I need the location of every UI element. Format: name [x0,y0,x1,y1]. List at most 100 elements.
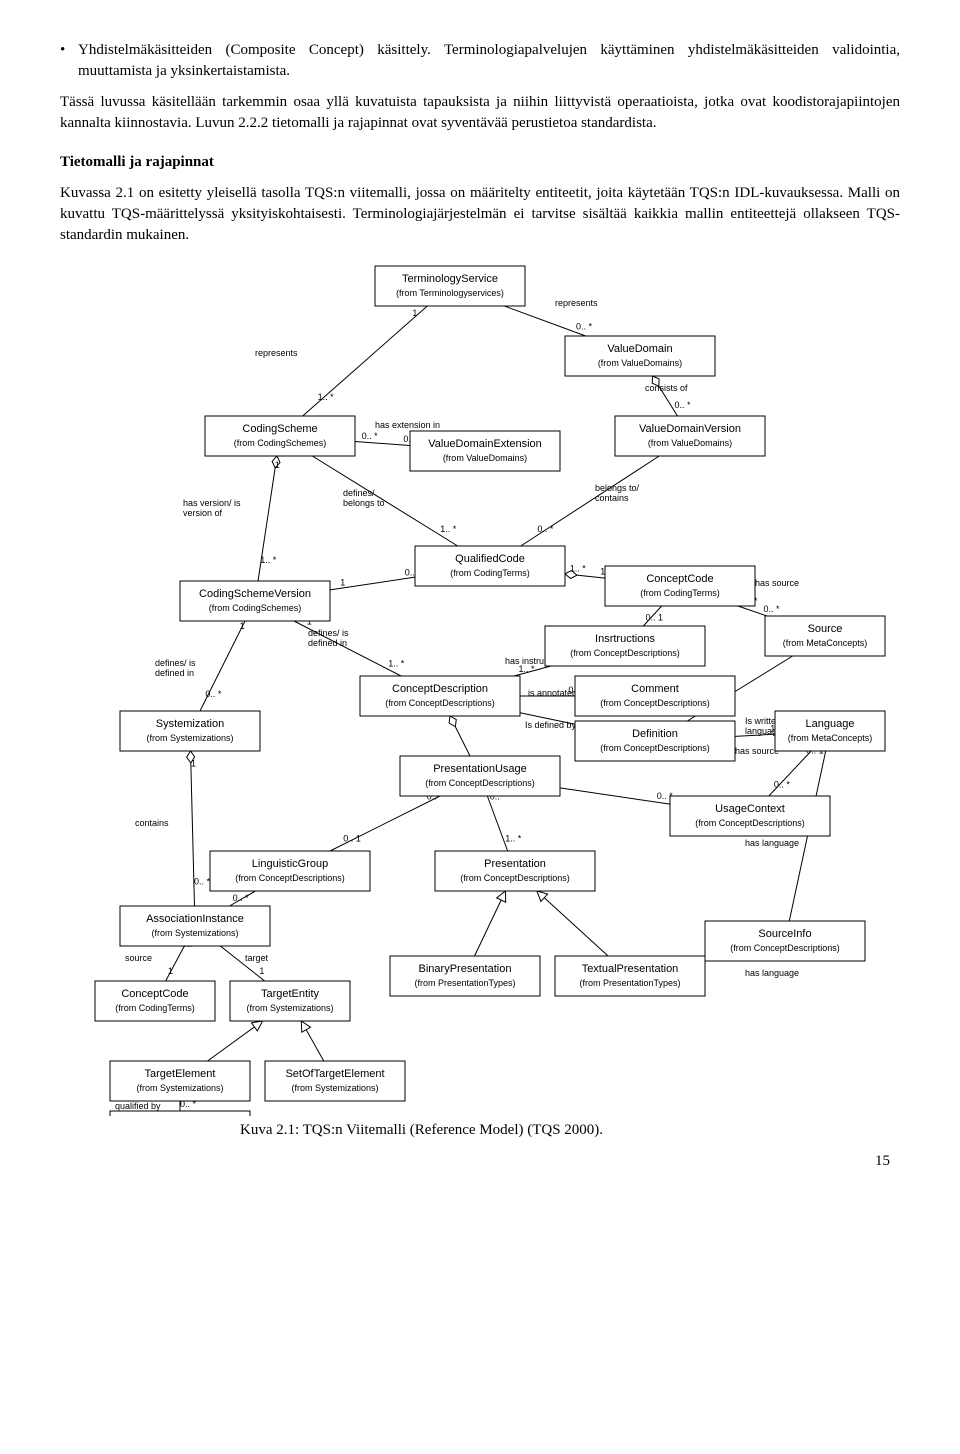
svg-text:qualified by: qualified by [115,1101,161,1111]
svg-text:QualifiedCode: QualifiedCode [455,553,525,565]
svg-text:1.. *: 1.. * [570,563,587,573]
svg-text:0.. *: 0.. * [362,431,379,441]
svg-text:defined in: defined in [155,668,194,678]
svg-text:(from PresentationTypes): (from PresentationTypes) [414,978,515,988]
svg-text:(from Terminologyservices): (from Terminologyservices) [396,288,504,298]
svg-text:Language: Language [806,718,855,730]
svg-text:has language: has language [745,838,799,848]
svg-text:(from PresentationTypes): (from PresentationTypes) [579,978,680,988]
svg-text:(from ValueDomains): (from ValueDomains) [598,358,682,368]
svg-text:PresentationUsage: PresentationUsage [433,763,527,775]
svg-text:belongs to: belongs to [343,498,385,508]
svg-text:defined in: defined in [308,638,347,648]
svg-text:TargetEntity: TargetEntity [261,988,320,1000]
svg-text:UsageContext: UsageContext [715,803,785,815]
svg-text:(from ConceptDescriptions): (from ConceptDescriptions) [600,743,710,753]
svg-text:0.. *: 0.. * [233,893,250,903]
svg-text:(from ConceptDescriptions): (from ConceptDescriptions) [460,873,570,883]
diagram-container: represents 1 1.. * represents 1 0.. * consists… [60,256,900,1116]
svg-text:1: 1 [259,966,264,976]
svg-text:defines/ is: defines/ is [308,628,349,638]
svg-text:has source: has source [735,746,779,756]
svg-text:0.. *: 0.. * [774,780,791,790]
uml-diagram: represents 1 1.. * represents 1 0.. * consists… [65,256,895,1116]
page-number: 15 [60,1151,900,1172]
svg-text:ValueDomainExtension: ValueDomainExtension [428,438,542,450]
paragraph-2: Kuvassa 2.1 on esitetty yleisellä tasoll… [60,183,900,246]
svg-text:consists of: consists of [645,383,688,393]
svg-text:has source: has source [755,578,799,588]
svg-text:1: 1 [191,759,196,769]
svg-text:(from Systemizations): (from Systemizations) [151,928,238,938]
svg-text:(from ConceptDescriptions): (from ConceptDescriptions) [385,698,495,708]
svg-text:0.. *: 0.. * [194,876,211,886]
svg-text:Source: Source [808,623,843,635]
svg-text:represents: represents [255,348,298,358]
svg-text:CodingSchemeVersion: CodingSchemeVersion [199,588,311,600]
svg-text:Definition: Definition [632,728,678,740]
svg-text:defines/ is: defines/ is [155,658,196,668]
svg-text:ValueDomain: ValueDomain [607,343,672,355]
svg-text:(from Systemizations): (from Systemizations) [136,1083,223,1093]
svg-text:(from CodingTerms): (from CodingTerms) [640,588,720,598]
svg-text:has version/ is: has version/ is [183,498,241,508]
svg-text:contains: contains [135,818,169,828]
svg-text:SourceInfo: SourceInfo [758,928,811,940]
svg-text:(from ConceptDescriptions): (from ConceptDescriptions) [730,943,840,953]
svg-text:contains: contains [595,493,629,503]
svg-text:(from ConceptDescriptions): (from ConceptDescriptions) [695,818,805,828]
svg-text:0.. *: 0.. * [537,524,554,534]
section-heading: Tietomalli ja rajapinnat [60,152,900,173]
svg-text:(from ConceptDescriptions): (from ConceptDescriptions) [235,873,345,883]
svg-text:(from MetaConcepts): (from MetaConcepts) [783,638,868,648]
svg-text:0.. *: 0.. * [205,689,222,699]
svg-text:ConceptCode: ConceptCode [121,988,188,1000]
svg-text:ConceptDescription: ConceptDescription [392,683,488,695]
svg-text:(from Systemizations): (from Systemizations) [291,1083,378,1093]
svg-text:target: target [245,953,269,963]
svg-text:TargetElement: TargetElement [145,1068,216,1080]
svg-text:1: 1 [275,460,280,470]
svg-text:Systemization: Systemization [156,718,224,730]
svg-text:1: 1 [340,577,345,587]
svg-text:(from ValueDomains): (from ValueDomains) [443,453,527,463]
svg-text:Insrtructions: Insrtructions [595,633,655,645]
svg-text:CodingScheme: CodingScheme [242,423,317,435]
svg-text:1.. *: 1.. * [318,392,335,402]
bullet-item: • Yhdistelmäkäsitteiden (Composite Conce… [60,40,900,82]
svg-text:1: 1 [770,723,775,733]
figure-caption: Kuva 2.1: TQS:n Viitemalli (Reference Mo… [240,1120,900,1141]
bullet-text: Yhdistelmäkäsitteiden (Composite Concept… [78,40,900,82]
svg-text:belongs to/: belongs to/ [595,483,640,493]
svg-text:1: 1 [168,966,173,976]
svg-text:1.. *: 1.. * [505,833,522,843]
svg-text:0.. 1: 0.. 1 [343,833,361,843]
svg-text:Comment: Comment [631,683,679,695]
svg-text:SetOfTargetElement: SetOfTargetElement [285,1068,384,1080]
svg-text:1.. *: 1.. * [260,555,277,565]
svg-text:(from ConceptDescriptions): (from ConceptDescriptions) [600,698,710,708]
svg-text:1: 1 [412,308,417,318]
svg-text:(from Systemizations): (from Systemizations) [246,1003,333,1013]
svg-text:has extension in: has extension in [375,420,440,430]
svg-text:1.. *: 1.. * [440,524,457,534]
svg-text:AssociationInstance: AssociationInstance [146,913,244,925]
svg-text:BinaryPresentation: BinaryPresentation [419,963,512,975]
svg-text:(from CodingTerms): (from CodingTerms) [115,1003,195,1013]
svg-text:0.. *: 0.. * [675,400,692,410]
svg-text:TerminologyService: TerminologyService [402,273,498,285]
svg-text:0.. *: 0.. * [576,321,593,331]
svg-text:represents: represents [555,298,598,308]
svg-text:Is defined by: Is defined by [525,720,577,730]
svg-text:has language: has language [745,968,799,978]
svg-text:LinguisticGroup: LinguisticGroup [252,858,328,870]
svg-text:Presentation: Presentation [484,858,546,870]
svg-text:source: source [125,953,152,963]
svg-text:1.. *: 1.. * [518,664,535,674]
svg-text:(from MetaConcepts): (from MetaConcepts) [788,733,873,743]
svg-text:version of: version of [183,508,223,518]
paragraph-1: Tässä luvussa käsitellään tarkemmin osaa… [60,92,900,134]
svg-text:(from ConceptDescriptions): (from ConceptDescriptions) [425,778,535,788]
svg-text:(from ConceptDescriptions): (from ConceptDescriptions) [570,648,680,658]
bullet-mark: • [60,40,78,82]
